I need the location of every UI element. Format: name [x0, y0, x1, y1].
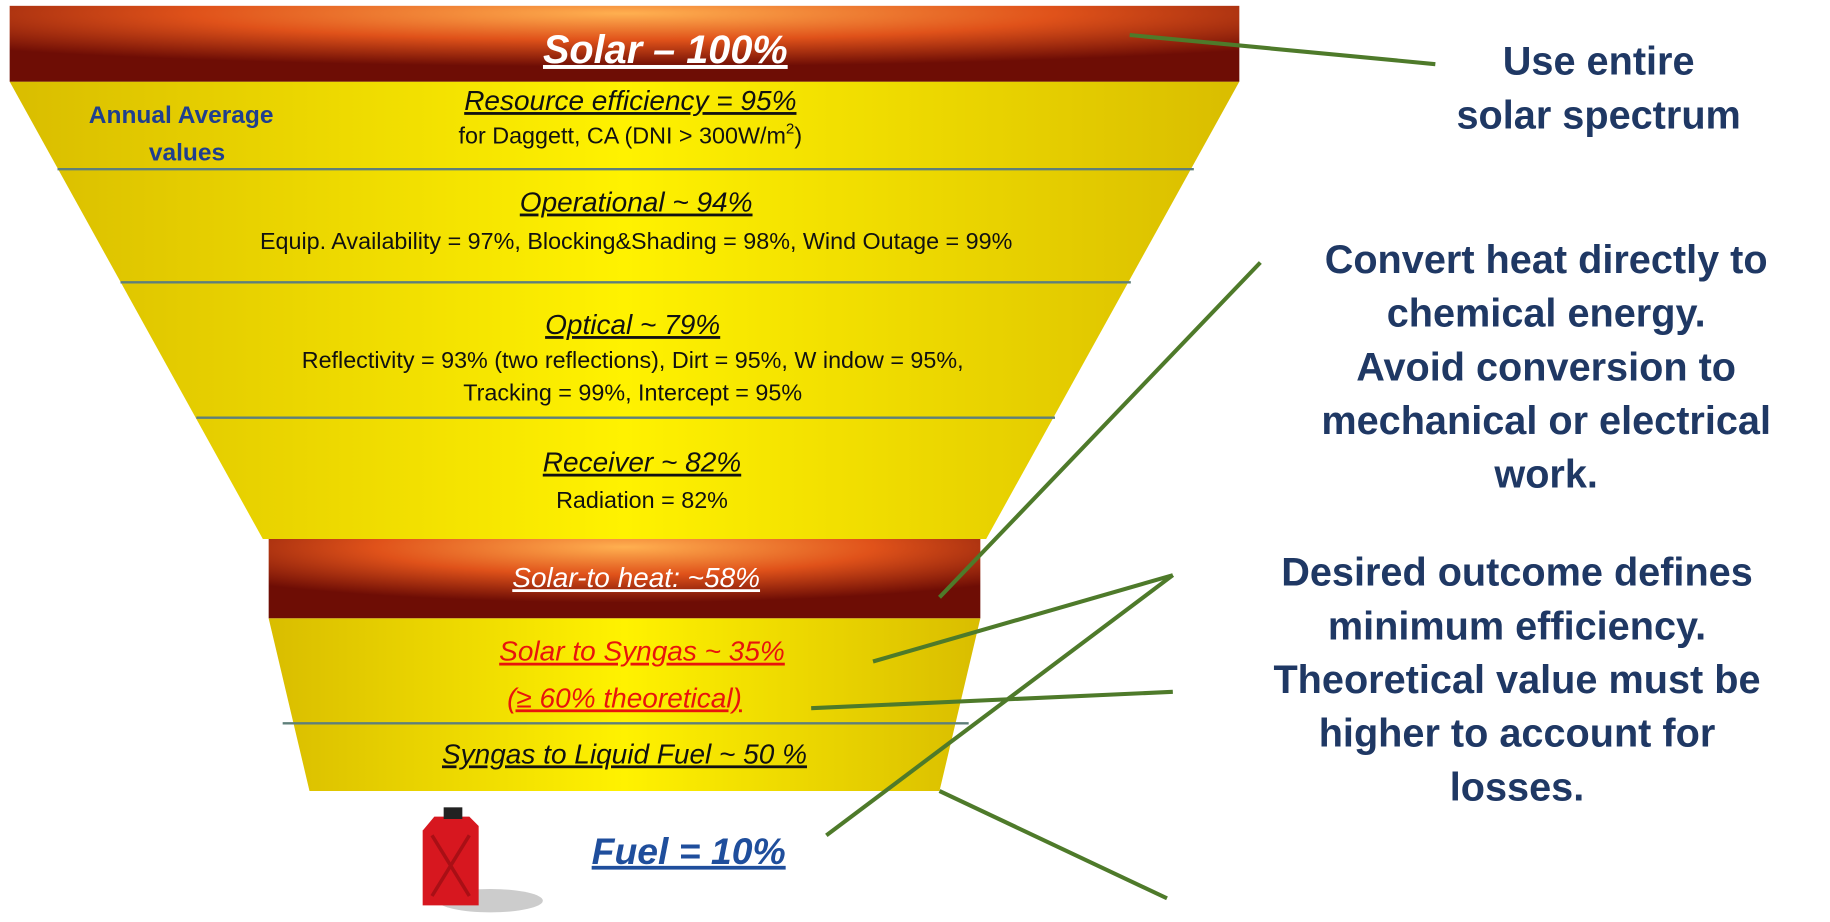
- stage-detail: for Daggett, CA (DNI > 300W/m2): [459, 120, 803, 148]
- notes: Use entire solar spectrum Convert heat dir…: [1273, 40, 1771, 810]
- fuel-label: Fuel = 10%: [592, 830, 786, 872]
- note-line: Use entire: [1503, 40, 1695, 84]
- connector: [940, 791, 1168, 898]
- stage-title: Operational ~ 94%: [520, 187, 753, 218]
- diagram: Solar – 100% Annual Average values Resou…: [0, 0, 1830, 917]
- note-line: Convert heat directly to: [1325, 238, 1768, 282]
- note-line: higher to account for: [1319, 712, 1716, 756]
- stage-detail: Equip. Availability = 97%, Blocking&Shad…: [260, 228, 1012, 254]
- detail-part: for Daggett, CA (DNI > 300W/m: [459, 123, 786, 149]
- fuel-can-icon: [423, 807, 543, 912]
- liquid-label: Syngas to Liquid Fuel ~ 50 %: [442, 738, 807, 769]
- syngas-label: (≥ 60% theoretical): [507, 682, 742, 713]
- side-label: Annual Average: [89, 102, 274, 129]
- note-line: Desired outcome defines: [1281, 551, 1753, 595]
- syngas-label: Solar to Syngas ~ 35%: [499, 636, 785, 667]
- side-label: values: [149, 139, 225, 166]
- detail-part: ): [794, 123, 802, 149]
- note-line: mechanical or electrical: [1321, 399, 1771, 443]
- note-line: solar spectrum: [1457, 93, 1741, 137]
- stage-detail: Reflectivity = 93% (two reflections), Di…: [302, 347, 964, 373]
- stage-title: Optical ~ 79%: [545, 309, 720, 340]
- stage-detail: Tracking = 99%, Intercept = 95%: [463, 379, 802, 405]
- stage-detail: Radiation = 82%: [556, 487, 728, 513]
- superscript: 2: [786, 120, 794, 137]
- stage-title: Receiver ~ 82%: [543, 447, 741, 478]
- stage-title: Resource efficiency = 95%: [464, 85, 796, 116]
- note-line: chemical energy.: [1387, 292, 1706, 336]
- note-line: work.: [1493, 453, 1598, 497]
- heat-label: Solar-to heat: ~58%: [512, 562, 760, 593]
- top-label: Solar – 100%: [543, 28, 788, 72]
- note-line: Avoid conversion to: [1356, 345, 1736, 389]
- note-line: losses.: [1450, 765, 1584, 809]
- note-line: Theoretical value must be: [1273, 658, 1760, 702]
- note-line: minimum efficiency.: [1328, 604, 1706, 648]
